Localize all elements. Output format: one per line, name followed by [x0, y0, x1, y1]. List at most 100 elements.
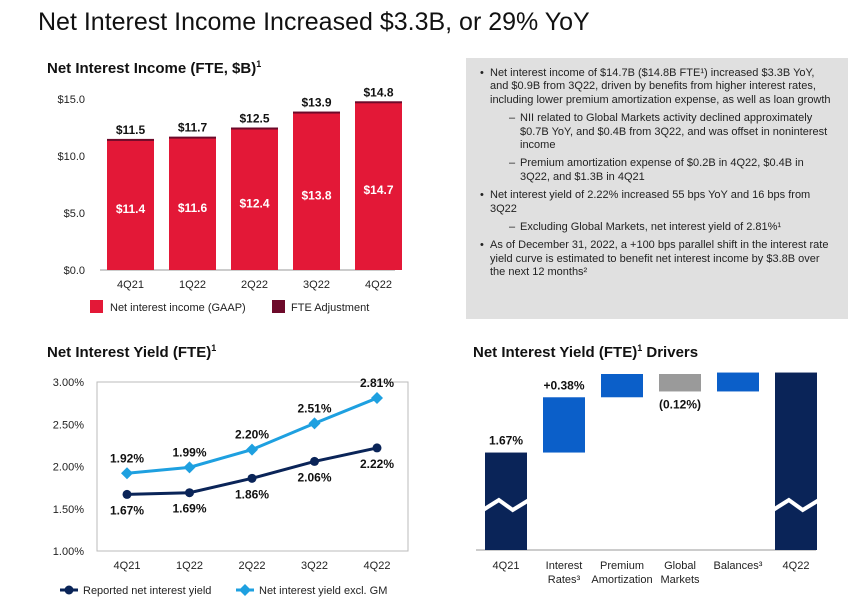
niy-legend-label-reported: Reported net interest yield [83, 585, 211, 597]
nii-bar-fte [107, 138, 154, 141]
niy-point-label-excl-gm: 1.92% [110, 451, 144, 465]
niy-chart-title: Net Interest Yield (FTE)1 [47, 343, 216, 361]
drv-bar-delta [717, 372, 759, 392]
bullet-item: Excluding Global Markets, net interest y… [480, 221, 834, 235]
niy-point-excl-gm [183, 461, 196, 474]
bullet-item: NII related to Global Markets activity d… [480, 112, 834, 152]
niy-point-reported [310, 456, 319, 466]
niy-point-label-reported: 2.22% [360, 457, 394, 471]
drv-value-label: +0.38% [543, 378, 584, 392]
niy-plot-frame [96, 381, 409, 552]
niy-point-label-reported: 1.67% [110, 503, 144, 517]
bullet-item: As of December 31, 2022, a +100 bps para… [480, 239, 834, 279]
nii-total-label: $12.5 [239, 112, 269, 126]
nii-chart-title: Net Interest Income (FTE, $B)1 [47, 59, 261, 77]
niy-point-excl-gm [246, 443, 258, 456]
niy-point-label-excl-gm: 2.81% [360, 376, 394, 390]
nii-total-label: $13.9 [301, 96, 331, 110]
niy-point-label-reported: 2.06% [297, 470, 331, 484]
nii-bar-gaap [293, 112, 340, 271]
niy-legend-marker-reported [64, 585, 74, 595]
drv-value-label: 1.67% [489, 434, 523, 448]
bullet-item: Premium amortization expense of $0.2B in… [480, 157, 834, 184]
drv-value-label: 2.22% [779, 366, 813, 368]
niy-point-reported [247, 473, 257, 483]
niy-point-reported [185, 488, 194, 498]
nii-x-tick-label: 2Q22 [241, 279, 268, 291]
niy-x-tick-label: 4Q21 [114, 560, 141, 572]
commentary-list: Net interest income of $14.7B ($14.8B FT… [480, 67, 834, 280]
nii-bar-gaap [231, 128, 278, 270]
nii-bar-chart: $0.0 $5.0 $10.0 $15.0 $11.4 $11.5 4Q21 $11.6 $11… [57, 85, 402, 314]
drv-axis-break [771, 497, 821, 513]
drv-bar-delta [601, 374, 643, 398]
niy-y-tick-label: 1.00% [53, 546, 84, 558]
bullet-item: Net interest yield of 2.22% increased 55… [480, 189, 834, 216]
drv-value-label: +0.16% [601, 366, 642, 369]
niy-x-tick-label: 1Q22 [176, 560, 203, 572]
nii-y-tick-label: $0.0 [64, 265, 85, 277]
nii-x-tick-label: 3Q22 [303, 279, 330, 291]
nii-total-label: $14.8 [363, 85, 393, 99]
drivers-chart-title: Net Interest Yield (FTE)1 Drivers [473, 343, 698, 361]
nii-bar-value-label: $13.8 [301, 188, 331, 202]
niy-point-label-reported: 1.69% [172, 502, 206, 516]
nii-bar-value-label: $12.4 [239, 196, 269, 210]
nii-x-tick-label: 4Q22 [365, 279, 392, 291]
niy-line-chart: 1.00% 1.50% 2.00% 2.50% 3.00% 4Q21 1Q22 2Q22 3Q2… [53, 376, 409, 597]
nii-bar-fte [169, 136, 216, 139]
drivers-title-footnote: 1 [637, 343, 643, 353]
niy-point-reported [372, 443, 382, 453]
bullet-item: Net interest income of $14.7B ($14.8B FT… [480, 67, 834, 107]
niy-title-text: Net Interest Yield (FTE) [47, 344, 212, 361]
drv-x-tick-label: Interest [546, 560, 583, 572]
drv-x-tick-label: Balances³ [714, 560, 763, 572]
niy-point-excl-gm [371, 392, 383, 405]
drv-x-tick-label: 4Q22 [783, 560, 810, 572]
nii-bar-gaap [169, 137, 216, 270]
drv-x-tick-label: Markets [660, 574, 700, 586]
nii-y-tick-label: $10.0 [57, 151, 85, 163]
niy-y-tick-label: 2.50% [53, 419, 84, 431]
niy-x-tick-label: 2Q22 [239, 560, 266, 572]
nii-x-tick-label: 1Q22 [179, 279, 206, 291]
nii-x-tick-label: 4Q21 [117, 279, 144, 291]
niy-y-tick-label: 3.00% [53, 377, 84, 389]
niy-x-tick-label: 4Q22 [364, 560, 391, 572]
nii-legend-swatch-gaap [90, 300, 103, 313]
nii-title-text: Net Interest Income (FTE, $B) [47, 60, 257, 77]
nii-legend-label-gaap: Net interest income (GAAP) [110, 302, 246, 314]
nii-bar-fte [293, 111, 340, 114]
page-title: Net Interest Income Increased $3.3B, or … [38, 8, 590, 36]
niy-point-label-excl-gm: 2.51% [297, 401, 331, 415]
niy-legend-label-excl-gm: Net interest yield excl. GM [259, 585, 387, 597]
drv-x-tick-label: Premium [600, 560, 644, 572]
niy-legend-marker-excl-gm [239, 584, 251, 596]
drv-bar-delta [543, 397, 585, 453]
drv-value-label: +0.13% [717, 366, 758, 368]
nii-bar-gaap [355, 102, 402, 270]
drv-x-tick-label: Global [664, 560, 696, 572]
nii-bar-value-label: $11.4 [116, 202, 146, 216]
nii-y-tick-label: $15.0 [57, 94, 85, 106]
nii-bar-fte [355, 101, 402, 104]
niy-point-label-excl-gm: 1.99% [172, 445, 206, 459]
niy-point-excl-gm [308, 417, 321, 430]
drv-bar-total [775, 372, 817, 550]
drivers-title-text: Net Interest Yield (FTE) [473, 344, 638, 361]
drv-bar-delta [659, 374, 701, 392]
nii-bar-gaap [107, 140, 154, 270]
niy-title-footnote: 1 [211, 343, 217, 353]
niy-point-label-reported: 1.86% [235, 487, 269, 501]
drv-bar-total [485, 452, 527, 550]
commentary-panel: Net interest income of $14.7B ($14.8B FT… [466, 58, 848, 319]
nii-total-label: $11.5 [116, 123, 146, 137]
nii-bar-value-label: $11.6 [178, 201, 208, 215]
nii-legend-label-fte: FTE Adjustment [291, 302, 369, 314]
drv-value-label: (0.12%) [659, 397, 701, 411]
nii-legend-swatch-fte [272, 300, 285, 313]
drivers-waterfall-chart: 1.67% +0.38% +0.16% (0.12%) +0.13% 2.22% 4Q21 I… [476, 366, 821, 586]
niy-point-reported [122, 489, 132, 499]
niy-point-excl-gm [121, 467, 133, 480]
nii-y-tick-label: $5.0 [64, 208, 85, 220]
